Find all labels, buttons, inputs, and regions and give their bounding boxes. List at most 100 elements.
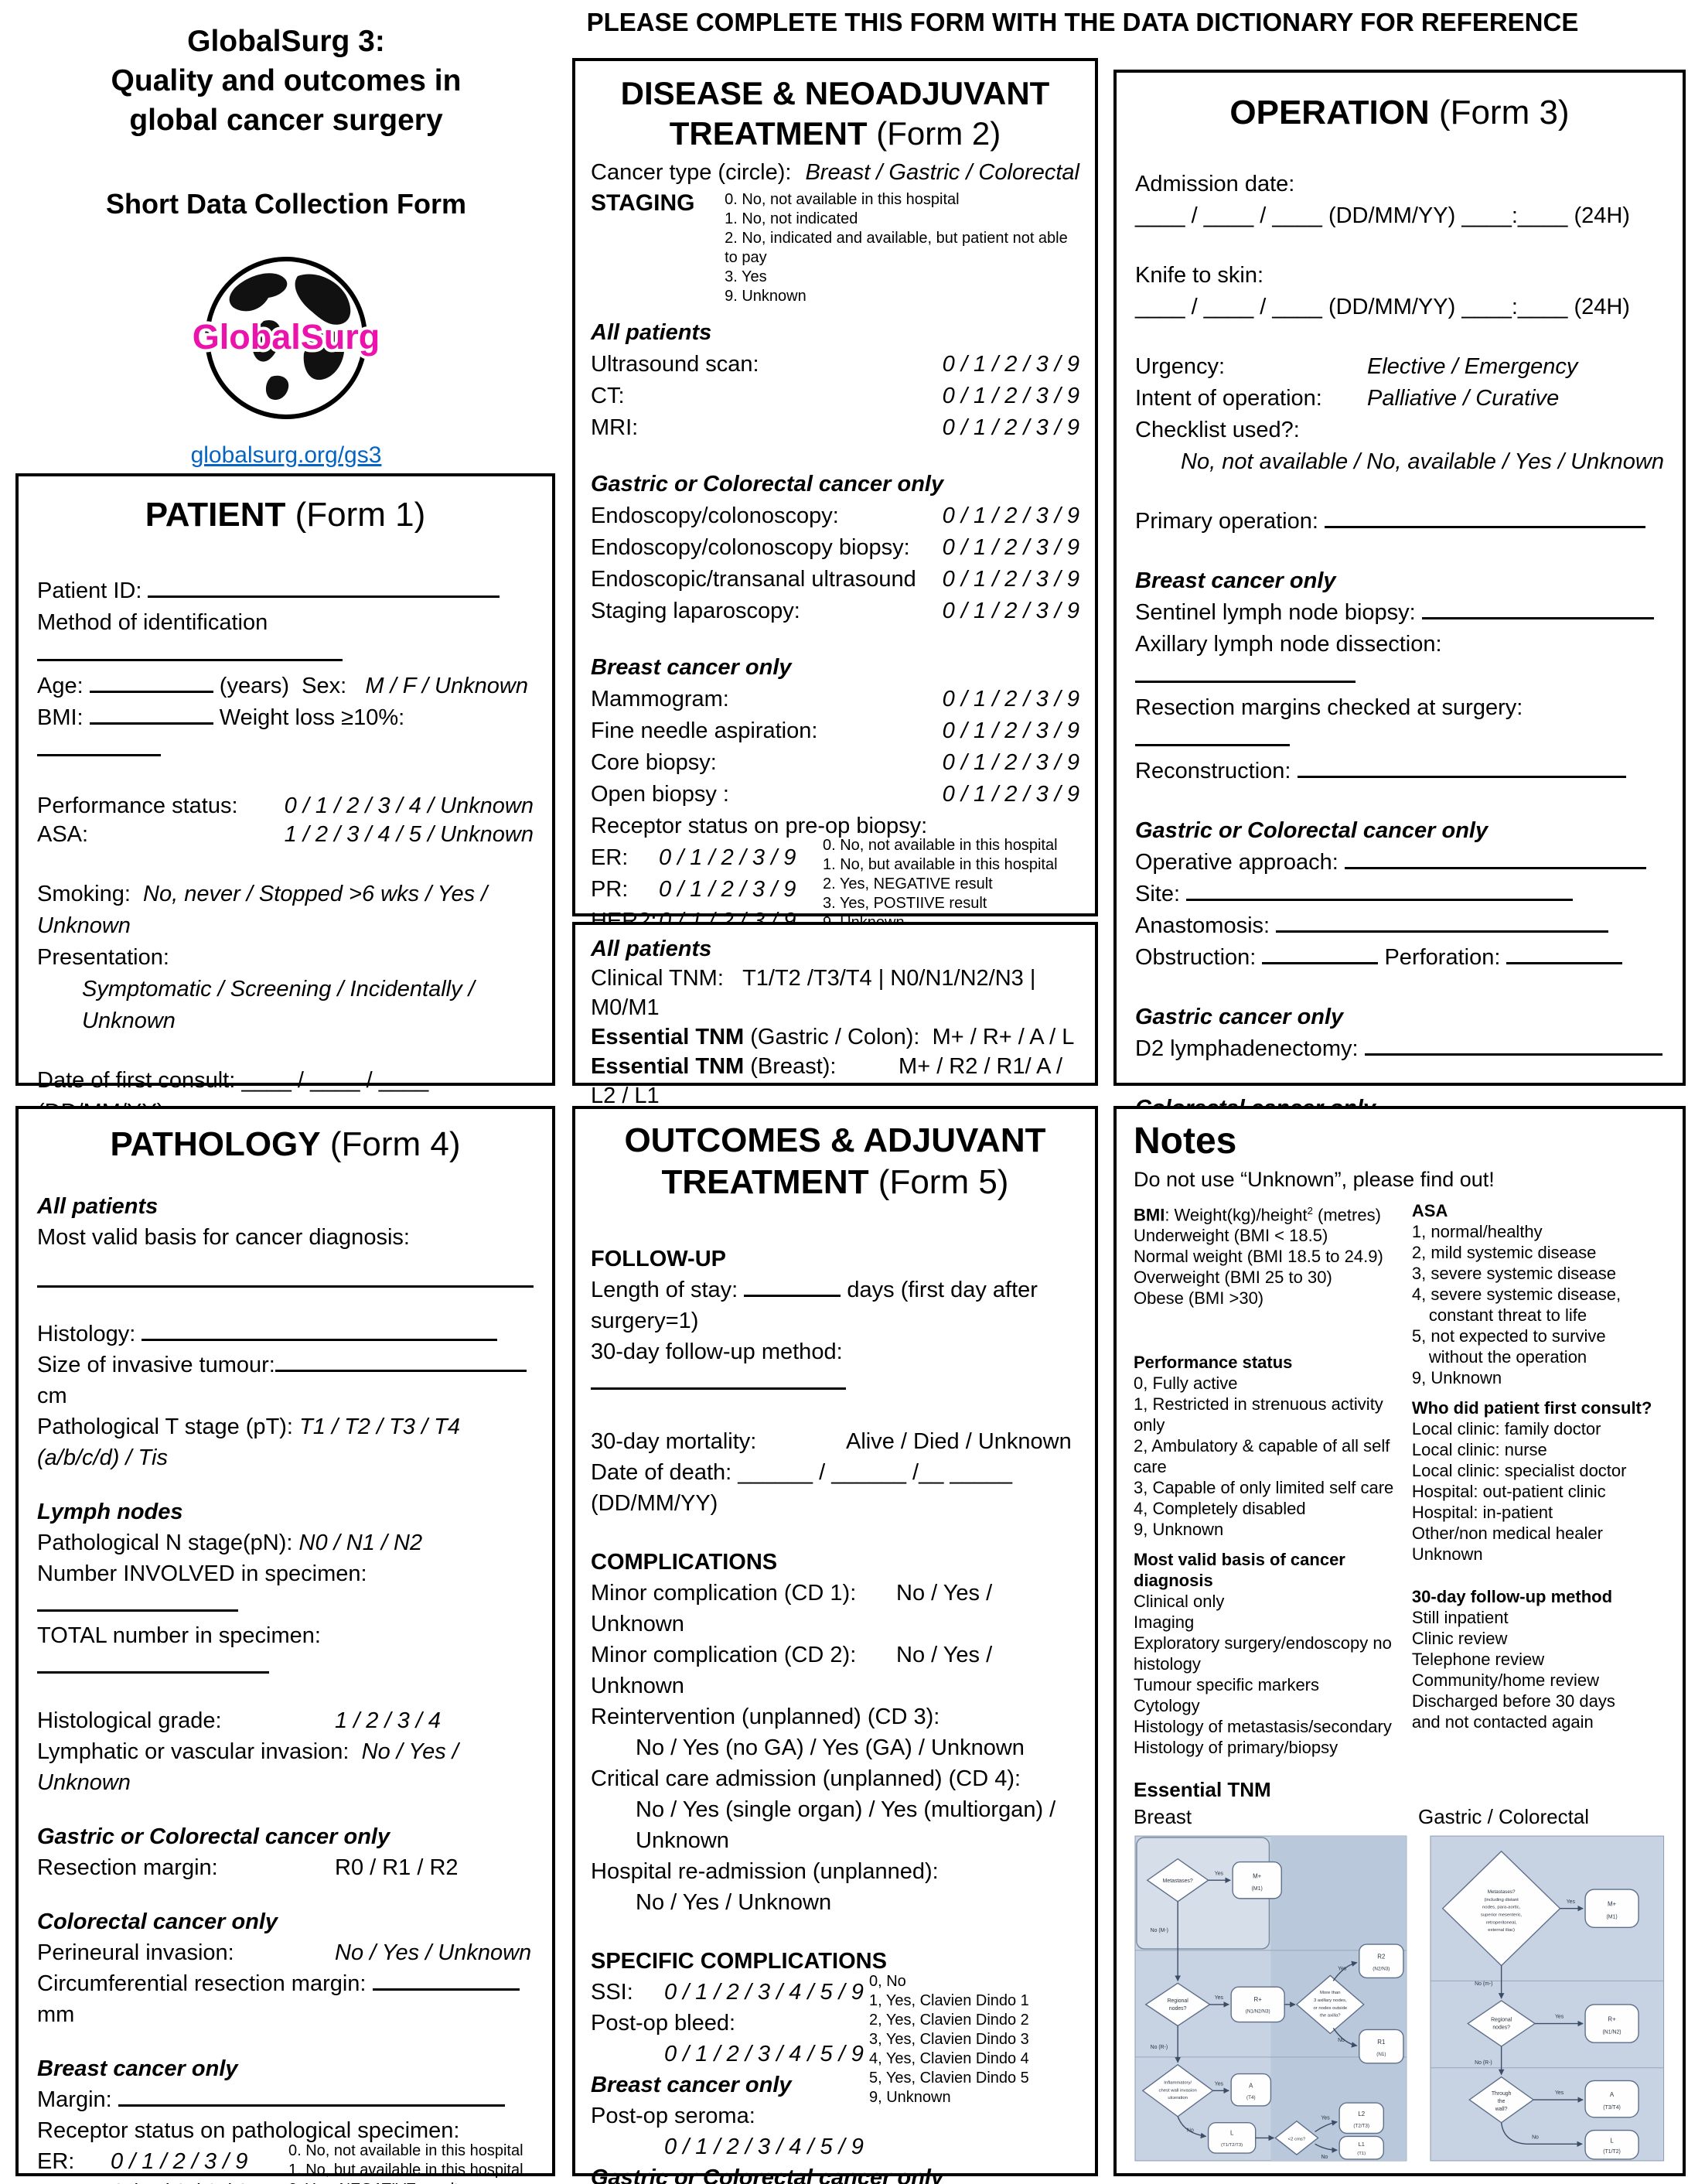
sentinel-label: Sentinel lymph node biopsy: [1135, 600, 1416, 625]
obstruction-label: Obstruction: [1135, 945, 1257, 970]
staging-label: STAGING [591, 190, 695, 216]
blank-line [1135, 661, 1356, 683]
bmi-item: Obese (BMI >30) [1134, 1288, 1264, 1309]
cd-code: 5, Yes, Clavien Dindo 5 [869, 2070, 1029, 2087]
svg-text:L: L [1230, 2130, 1234, 2137]
performance-item: 1, Restricted in strenuous activity only [1134, 1394, 1383, 1435]
operation-form-box: OPERATION (Form 3) Admission date: ____ … [1113, 70, 1686, 1179]
asa-item: constant threat to life [1428, 1305, 1587, 1325]
primary-operation-label: Primary operation: [1135, 509, 1318, 534]
receptor-code: 1. No, but available in this hospital [823, 856, 1058, 873]
lymph-nodes-header: Lymph nodes [37, 1500, 183, 1524]
perineural-options: No / Yes / Unknown [335, 1940, 532, 1965]
svg-text:No (M-): No (M-) [1151, 1929, 1168, 1934]
row-options: 0 / 1 / 2 / 3 / 9 [942, 718, 1079, 743]
basis-label: Most valid basis for cancer diagnosis: [37, 1225, 410, 1250]
logo-wordmark: GlobalSurg [193, 317, 380, 357]
svg-text:L: L [1611, 2138, 1615, 2145]
pn-options: N0 / N1 / N2 [298, 1531, 423, 1555]
blank-line [37, 735, 161, 756]
bleed-label: Post-op bleed: [591, 2011, 736, 2036]
bmi-item: Normal weight (BMI 18.5 to 24.9) [1134, 1247, 1383, 1267]
svg-text:Regional: Regional [1168, 1998, 1189, 2004]
consult-item: Unknown [1411, 1544, 1483, 1564]
receptor-status-label: Receptor status on pathological specimen… [37, 2118, 460, 2143]
globalsurg-link[interactable]: globalsurg.org/gs3 [190, 442, 382, 468]
svg-text:the axilla?: the axilla? [1320, 2014, 1341, 2018]
svg-text:(N1/N2/N3): (N1/N2/N3) [1246, 2009, 1270, 2015]
lvi-options: No / Yes / Unknown [37, 1739, 459, 1795]
sex-options: M / F / Unknown [365, 674, 528, 698]
tnm-breast-label: Breast [1134, 1805, 1192, 1829]
axillary-label: Axillary lymph node dissection: [1135, 632, 1442, 657]
svg-text:Yes: Yes [1338, 1967, 1347, 1972]
death-label: Date of death: [591, 1460, 732, 1485]
asa-label: ASA: [37, 822, 89, 847]
svg-text:(T2/T3): (T2/T3) [1353, 2124, 1369, 2129]
svg-text:M+: M+ [1253, 1873, 1262, 1880]
receptor-row-label: PR: [591, 877, 629, 902]
globe-icon: GlobalSurg [189, 257, 383, 419]
asa-item: 9, Unknown [1411, 1368, 1502, 1387]
blank-line [591, 1368, 846, 1390]
blank-line [37, 1652, 269, 1674]
fu-item: Clinic review [1411, 1629, 1508, 1648]
breast-only-header: Breast cancer only [1135, 568, 1336, 593]
study-title-line1: GlobalSurg 3: [187, 25, 385, 58]
los-label: Length of stay: [591, 1278, 738, 1302]
svg-text:the: the [1498, 2099, 1506, 2104]
svg-text:external iliac): external iliac) [1489, 1929, 1516, 1933]
row-options: 0 / 1 / 2 / 3 / 9 [942, 687, 1079, 712]
svg-text:(T1): (T1) [1357, 2152, 1366, 2156]
blank-line [37, 1590, 238, 1612]
blank-line [372, 1969, 520, 1991]
svg-text:R1: R1 [1377, 2039, 1385, 2046]
performance-item: 2, Ambulatory & capable of all self care [1134, 1436, 1390, 1477]
blank-line [148, 576, 500, 598]
asa-item: 1, normal/healthy [1411, 1222, 1543, 1241]
staging-code: 3. Yes [725, 268, 767, 285]
row-options: 0 / 1 / 2 / 3 / 9 [942, 599, 1079, 623]
crm-unit: mm [37, 2002, 75, 2027]
row-options: 0 / 1 / 2 / 3 / 9 [942, 384, 1079, 408]
specific-complications-header: SPECIFIC COMPLICATIONS [591, 1949, 887, 1974]
pn-label: Pathological N stage(pN): [37, 1531, 293, 1555]
basis-item: Cytology [1134, 1696, 1200, 1716]
svg-text:Metastases?: Metastases? [1488, 1889, 1516, 1895]
essential-tnm-label: Essential TNM [591, 1054, 745, 1079]
row-options: 0 / 1 / 2 / 3 / 9 [942, 567, 1079, 592]
admission-label: Admission date: [1135, 172, 1295, 196]
readmission-options: No / Yes / Unknown [636, 1890, 832, 1915]
receptor-row-label: ER: [37, 2149, 75, 2174]
receptor-row-options: 0 / 1 / 2 / 3 / 9 [659, 845, 796, 870]
receptor-status-label: Receptor status on pre-op biopsy: [591, 814, 928, 838]
receptor-row-options: 0 / 1 / 2 / 3 / 9 [111, 2149, 248, 2174]
tnm-gc-label: Gastric / Colorectal [1418, 1805, 1590, 1829]
blank-line [1344, 848, 1646, 869]
svg-text:Yes: Yes [1321, 2116, 1330, 2121]
blank-line [1421, 598, 1654, 619]
receptor-code: 3. Yes, POSTIIVE result [823, 895, 987, 912]
row-label: Core biopsy: [591, 750, 717, 775]
disease-title-line1: DISEASE & NEOADJUVANT [620, 75, 1050, 111]
receptor-code: 0. No, not available in this hospital [288, 2142, 523, 2159]
consult-item: Local clinic: nurse [1411, 1440, 1547, 1459]
checklist-options: No, not available / No, available / Yes … [1181, 449, 1664, 474]
receptor-row-options: 0 / 1 / 2 / 3 / 9 [111, 2180, 247, 2184]
row-label: MRI: [591, 415, 639, 440]
svg-text:A: A [1610, 2091, 1615, 2098]
svg-text:A: A [1249, 2083, 1253, 2090]
breast-only-header: Breast cancer only [37, 2056, 238, 2081]
clinical-tnm-label: Clinical TNM: [591, 966, 724, 991]
blank-line [142, 1319, 498, 1341]
total-label: TOTAL number in specimen: [37, 1623, 321, 1648]
cd-code: 0, No [869, 1973, 906, 1990]
consult-item: Other/non medical healer [1411, 1524, 1603, 1543]
svg-text:R+: R+ [1254, 1996, 1263, 2003]
cd3-label: Reintervention (unplanned) (CD 3): [591, 1705, 940, 1729]
cd-code: 9, Unknown [869, 2089, 951, 2106]
row-label: Endoscopy/colonoscopy biopsy: [591, 535, 910, 560]
smoking-label: Smoking: [37, 882, 131, 906]
svg-text:(N1): (N1) [1376, 2052, 1386, 2057]
performance-header: Performance status [1134, 1353, 1293, 1373]
